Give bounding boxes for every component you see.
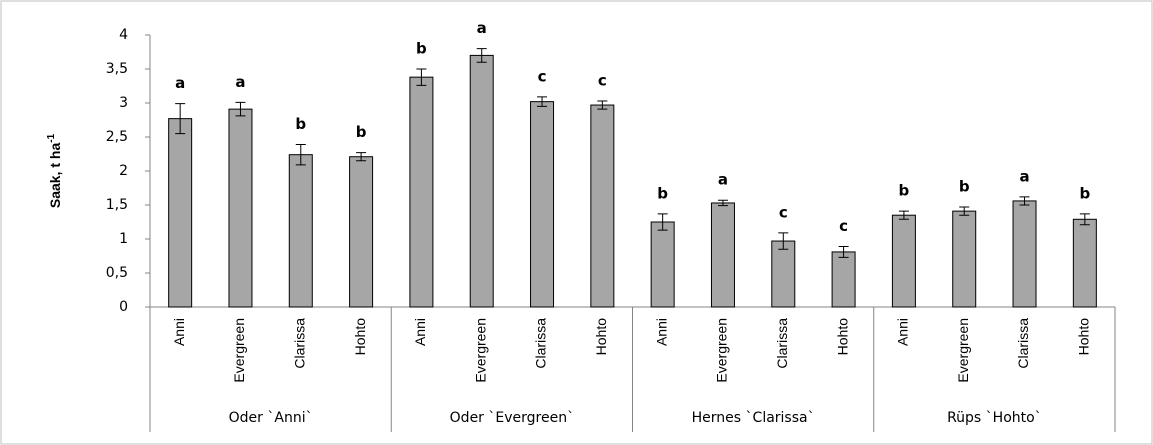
annotation: c bbox=[779, 203, 788, 221]
error-bar bbox=[1019, 196, 1030, 206]
group-label: Oder `Evergreen` bbox=[450, 410, 574, 426]
bar bbox=[650, 221, 675, 308]
bar bbox=[952, 210, 977, 308]
annotation: b bbox=[899, 182, 910, 200]
error-bar bbox=[356, 152, 367, 162]
error-bar bbox=[657, 213, 668, 231]
bar bbox=[771, 240, 796, 308]
annotation: b bbox=[356, 123, 367, 141]
x-tick-label: Clarissa bbox=[1015, 318, 1031, 369]
annotation: a bbox=[1019, 167, 1029, 185]
annotation: a bbox=[477, 19, 487, 37]
y-tick-label: 0,5 bbox=[106, 265, 128, 281]
x-tick-label: Evergreen bbox=[231, 318, 247, 383]
bar bbox=[409, 76, 434, 308]
x-tick-label: Clarissa bbox=[533, 318, 549, 369]
bar bbox=[349, 156, 374, 308]
error-bar bbox=[537, 96, 548, 107]
bar bbox=[891, 214, 916, 308]
x-tick-label: Evergreen bbox=[472, 318, 488, 383]
bar bbox=[168, 118, 193, 308]
error-bar bbox=[898, 210, 909, 220]
bar bbox=[1012, 200, 1037, 308]
x-tick-label: Hohto bbox=[834, 318, 850, 356]
annotation: b bbox=[295, 115, 306, 133]
bar bbox=[228, 108, 253, 308]
bar bbox=[288, 154, 313, 308]
y-axis-label: Saak, t ha-1 bbox=[46, 133, 63, 208]
group-label: Oder `Anni` bbox=[229, 410, 313, 426]
error-bar bbox=[416, 68, 427, 86]
x-tick-label: Clarissa bbox=[774, 318, 790, 369]
bar bbox=[530, 101, 555, 308]
error-bar bbox=[778, 232, 789, 250]
annotation: a bbox=[235, 73, 245, 91]
x-tick-label: Evergreen bbox=[955, 318, 971, 383]
error-bar bbox=[295, 143, 306, 166]
x-tick-label: Anni bbox=[653, 318, 669, 346]
y-tick-label: 2,5 bbox=[106, 129, 128, 145]
x-tick-label: Hohto bbox=[352, 318, 368, 356]
y-tick-label: 1 bbox=[119, 231, 128, 247]
y-tick-label: 2 bbox=[119, 163, 128, 179]
y-tick-label: 4 bbox=[119, 27, 128, 43]
y-tick-label: 1,5 bbox=[106, 197, 128, 213]
error-bar bbox=[838, 245, 849, 258]
x-tick-label: Anni bbox=[412, 318, 428, 346]
bar bbox=[590, 104, 615, 308]
error-bar bbox=[476, 48, 487, 63]
x-tick-label: Anni bbox=[171, 318, 187, 346]
bar bbox=[831, 251, 856, 308]
annotation: c bbox=[598, 71, 607, 89]
annotation: c bbox=[839, 217, 848, 235]
x-tick-label: Clarissa bbox=[291, 318, 307, 369]
annotation: b bbox=[657, 184, 668, 202]
annotation: c bbox=[538, 67, 547, 85]
x-tick-label: Evergreen bbox=[714, 318, 730, 383]
annotation: b bbox=[959, 178, 970, 196]
annotation: b bbox=[1079, 184, 1090, 202]
annotation: b bbox=[416, 40, 427, 58]
y-tick-label: 0 bbox=[119, 299, 128, 315]
y-label-sup: -1 bbox=[46, 133, 57, 142]
group-label: Rüps `Hohto` bbox=[947, 410, 1042, 426]
y-tick-label: 3,5 bbox=[106, 61, 128, 77]
error-bar bbox=[175, 103, 186, 135]
annotation: a bbox=[175, 74, 185, 92]
y-tick-label: 3 bbox=[119, 95, 128, 111]
annotation: a bbox=[718, 171, 728, 189]
y-label-text: Saak, t ha bbox=[47, 143, 63, 209]
x-tick-label: Anni bbox=[895, 318, 911, 346]
error-bar bbox=[235, 101, 246, 117]
x-tick-label: Hohto bbox=[1076, 318, 1092, 356]
error-bar bbox=[959, 206, 970, 216]
bar bbox=[1072, 218, 1097, 308]
x-tick-label: Hohto bbox=[593, 318, 609, 356]
error-bar bbox=[597, 100, 608, 110]
error-bar bbox=[717, 199, 728, 207]
bar bbox=[469, 54, 494, 308]
error-bar bbox=[1079, 213, 1090, 226]
bar bbox=[710, 202, 735, 308]
group-label: Hernes `Clarissa` bbox=[692, 410, 815, 426]
